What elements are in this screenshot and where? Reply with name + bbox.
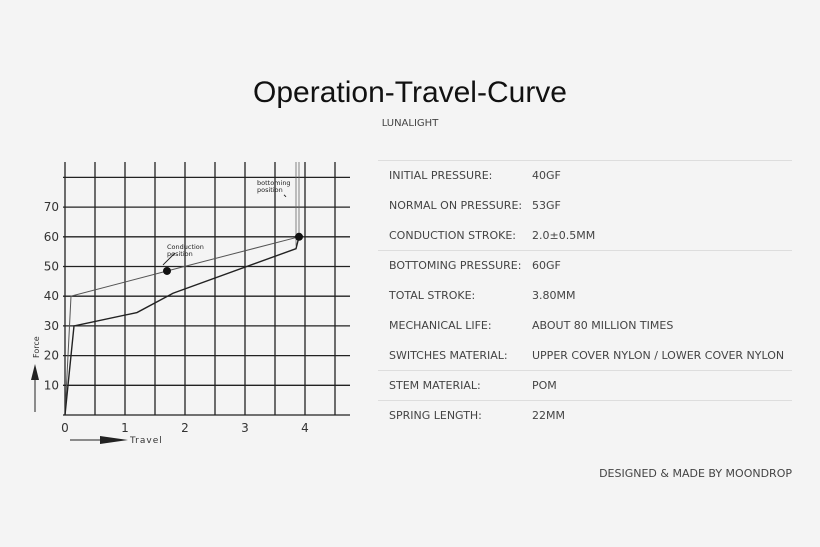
spec-value: POM bbox=[532, 379, 557, 392]
spec-label: MECHANICAL LIFE: bbox=[389, 319, 492, 332]
arrow-up-icon bbox=[31, 364, 39, 380]
spec-label: STEM MATERIAL: bbox=[389, 379, 481, 392]
series-line-1 bbox=[64, 236, 300, 416]
spec-label: TOTAL STROKE: bbox=[389, 289, 476, 302]
y-axis-label: Force bbox=[32, 336, 41, 358]
product-name: LUNALIGHT bbox=[381, 118, 439, 129]
x-axis-label: Travel bbox=[129, 436, 163, 446]
annotation-leader bbox=[162, 252, 176, 266]
spec-value: 2.0±0.5MM bbox=[532, 229, 596, 242]
x-tick-label: 3 bbox=[241, 421, 249, 435]
spec-value: 60GF bbox=[532, 259, 561, 272]
y-tick-label: 10 bbox=[44, 378, 59, 392]
y-tick-label: 30 bbox=[44, 319, 59, 333]
page-title: Operation-Travel-Curve bbox=[253, 76, 567, 109]
spec-row: INITIAL PRESSURE: 40GF bbox=[378, 160, 792, 190]
series-line-0 bbox=[64, 236, 300, 416]
spec-value: UPPER COVER NYLON / LOWER COVER NYLON bbox=[532, 349, 785, 362]
spec-value: 22MM bbox=[532, 409, 565, 422]
y-tick-label: 60 bbox=[44, 230, 59, 244]
spec-row: STEM MATERIAL: POM bbox=[378, 370, 792, 400]
annotation-marker bbox=[295, 232, 303, 241]
spec-label: SPRING LENGTH: bbox=[389, 409, 482, 422]
spec-value: ABOUT 80 MILLION TIMES bbox=[532, 319, 674, 332]
footer-credit: DESIGNED & MADE BY MOONDROP bbox=[599, 467, 792, 480]
annotation-leader bbox=[283, 194, 287, 198]
annotation-label: bottoming bbox=[257, 179, 291, 187]
spec-row: NORMAL ON PRESSURE: 53GF bbox=[378, 190, 792, 220]
annotation-label: position bbox=[257, 186, 283, 194]
spec-row: CONDUCTION STROKE: 2.0±0.5MM bbox=[378, 220, 792, 250]
spec-label: SWITCHES MATERIAL: bbox=[389, 349, 508, 362]
y-tick-label: 20 bbox=[44, 349, 59, 363]
annotation-label: position bbox=[167, 250, 193, 258]
spec-row: MECHANICAL LIFE: ABOUT 80 MILLION TIMES bbox=[378, 310, 792, 340]
y-tick-label: 70 bbox=[44, 200, 59, 214]
spec-label: INITIAL PRESSURE: bbox=[389, 169, 493, 182]
spec-value: 3.80MM bbox=[532, 289, 576, 302]
force-travel-chart: 0 1 2 3 410203040506070Conductionpositionbot… bbox=[31, 162, 350, 446]
spec-row: BOTTOMING PRESSURE: 60GF bbox=[378, 250, 792, 280]
x-tick-label: 4 bbox=[301, 421, 309, 435]
annotation-label: Conduction bbox=[167, 243, 204, 251]
spec-row: SWITCHES MATERIAL: UPPER COVER NYLON / LO… bbox=[378, 340, 792, 370]
x-tick-label: 2 bbox=[181, 421, 189, 435]
spec-row: SPRING LENGTH: 22MM bbox=[378, 400, 792, 430]
y-tick-label: 40 bbox=[44, 289, 59, 303]
spec-label: CONDUCTION STROKE: bbox=[389, 229, 516, 242]
spec-row: TOTAL STROKE: 3.80MM bbox=[378, 280, 792, 310]
y-tick-label: 50 bbox=[44, 260, 59, 274]
spec-value: 40GF bbox=[532, 169, 561, 182]
spec-table: INITIAL PRESSURE: 40GF NORMAL ON PRESSURE:… bbox=[378, 160, 792, 430]
x-tick-label: 1 bbox=[121, 421, 129, 435]
annotation-marker bbox=[163, 266, 171, 275]
spec-label: BOTTOMING PRESSURE: bbox=[389, 259, 522, 272]
spec-value: 53GF bbox=[532, 199, 561, 212]
arrow-right-icon bbox=[100, 436, 128, 444]
x-tick-label: 0 bbox=[61, 421, 69, 435]
spec-label: NORMAL ON PRESSURE: bbox=[389, 199, 523, 212]
